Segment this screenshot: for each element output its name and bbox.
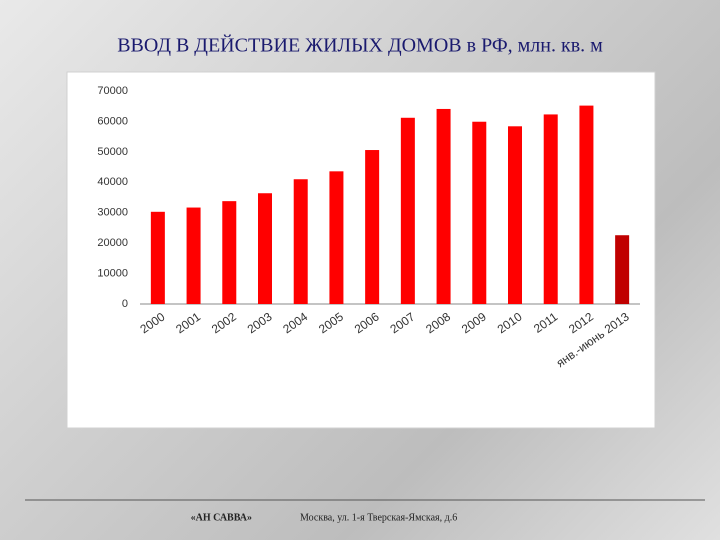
bar — [329, 171, 344, 304]
footer-address: Москва, ул. 1-я Тверская-Ямская, д.6 — [300, 512, 457, 523]
y-tick-label: 0 — [122, 298, 128, 310]
bar — [400, 117, 415, 304]
bar — [472, 121, 487, 305]
y-tick-label: 70000 — [97, 85, 128, 97]
y-tick-label: 60000 — [97, 115, 128, 127]
bar — [508, 126, 522, 304]
bar — [365, 150, 380, 304]
y-tick-label: 50000 — [97, 146, 128, 158]
bar — [258, 193, 272, 304]
bar — [293, 179, 308, 304]
bar — [579, 105, 594, 304]
bar — [186, 207, 201, 304]
bar — [150, 211, 165, 304]
bar — [436, 108, 451, 305]
y-tick-label: 10000 — [97, 267, 128, 279]
y-tick-label: 30000 — [97, 207, 128, 219]
footer-company: «АН САВВА» — [191, 512, 252, 523]
bar — [615, 235, 630, 304]
y-tick-label: 20000 — [97, 237, 128, 249]
bar — [543, 114, 558, 305]
bar — [222, 201, 237, 304]
chart-title: ВВОД В ДЕЙСТВИЕ ЖИЛЫХ ДОМОВ в РФ, млн. к… — [117, 34, 603, 57]
y-tick-label: 40000 — [97, 176, 128, 188]
